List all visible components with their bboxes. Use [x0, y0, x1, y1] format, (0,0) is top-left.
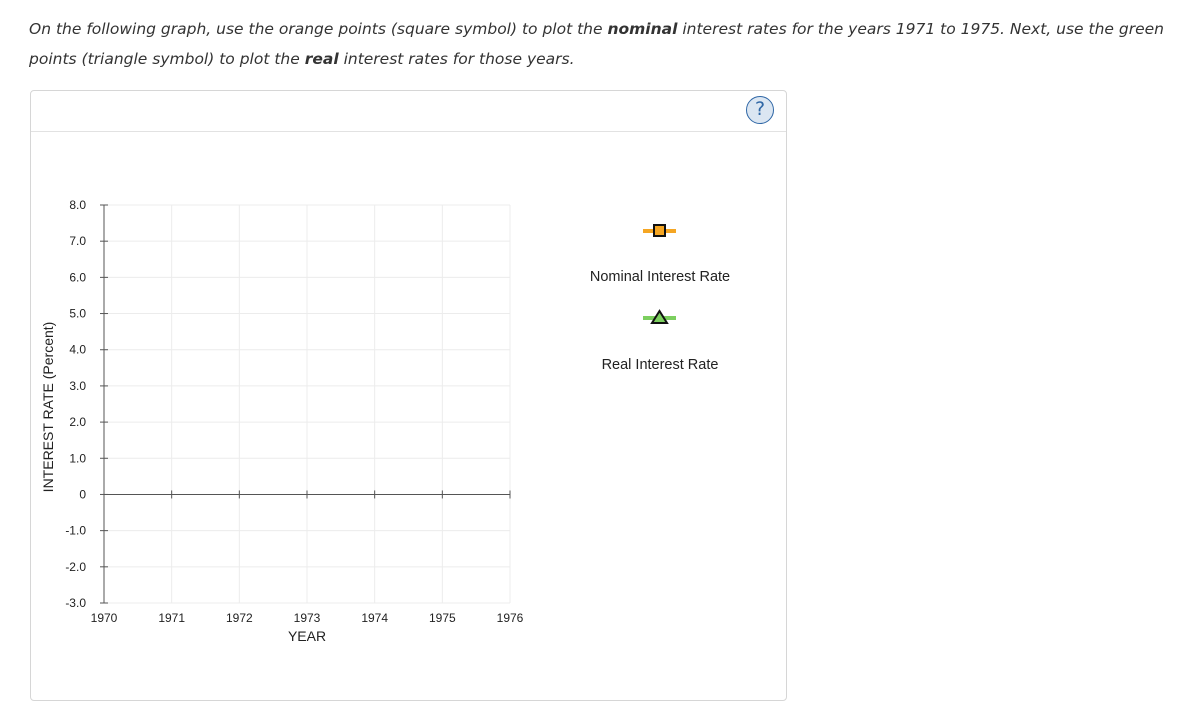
nominal-square-icon	[653, 224, 666, 237]
y-tick-label: -3.0	[65, 596, 86, 610]
y-tick-label: 1.0	[69, 451, 86, 465]
y-tick-label: 6.0	[69, 270, 86, 284]
x-tick-label: 1972	[226, 611, 253, 625]
real-legend-tool[interactable]	[643, 309, 676, 324]
y-tick-label: 0	[79, 487, 86, 501]
real-emphasis: real	[304, 50, 339, 68]
chart-grid	[103, 204, 511, 604]
x-tick-label: 1976	[497, 611, 524, 625]
y-tick-label: 4.0	[69, 343, 86, 357]
y-tick-label: -2.0	[65, 560, 86, 574]
chart-axes	[100, 204, 511, 604]
x-axis-title: YEAR	[288, 628, 326, 644]
help-icon[interactable]: ?	[746, 96, 774, 124]
y-tick-label: 7.0	[69, 234, 86, 248]
x-tick-label: 1975	[429, 611, 456, 625]
nominal-legend-label: Nominal Interest Rate	[590, 269, 730, 285]
instructions-text: On the following graph, use the orange p…	[29, 20, 1164, 68]
x-tick-label: 1971	[158, 611, 185, 625]
y-axis-title: INTEREST RATE (Percent)	[40, 322, 56, 493]
real-legend-label: Real Interest Rate	[602, 357, 719, 373]
y-tick-label: 8.0	[69, 198, 86, 212]
nominal-legend-tool[interactable]	[643, 224, 676, 237]
y-tick-labels: 8.0 7.0 6.0 5.0 4.0 3.0 2.0 1.0 0 -1.0 -2.0 -3.0	[65, 198, 86, 610]
x-tick-labels: 1970 1971 1972 1973 1974 1975 1976	[91, 611, 524, 625]
x-tick-label: 1973	[294, 611, 321, 625]
panel-header: ?	[31, 91, 786, 132]
y-tick-label: 3.0	[69, 379, 86, 393]
y-tick-label: 5.0	[69, 307, 86, 321]
legend: Nominal Interest Rate Real Interest Rate	[590, 224, 730, 373]
nominal-emphasis: nominal	[607, 20, 678, 38]
x-tick-label: 1974	[361, 611, 388, 625]
graph-panel: ?	[30, 90, 787, 701]
y-tick-label: 2.0	[69, 415, 86, 429]
y-tick-label: -1.0	[65, 524, 86, 538]
real-triangle-icon	[650, 309, 669, 324]
x-tick-label: 1970	[91, 611, 118, 625]
